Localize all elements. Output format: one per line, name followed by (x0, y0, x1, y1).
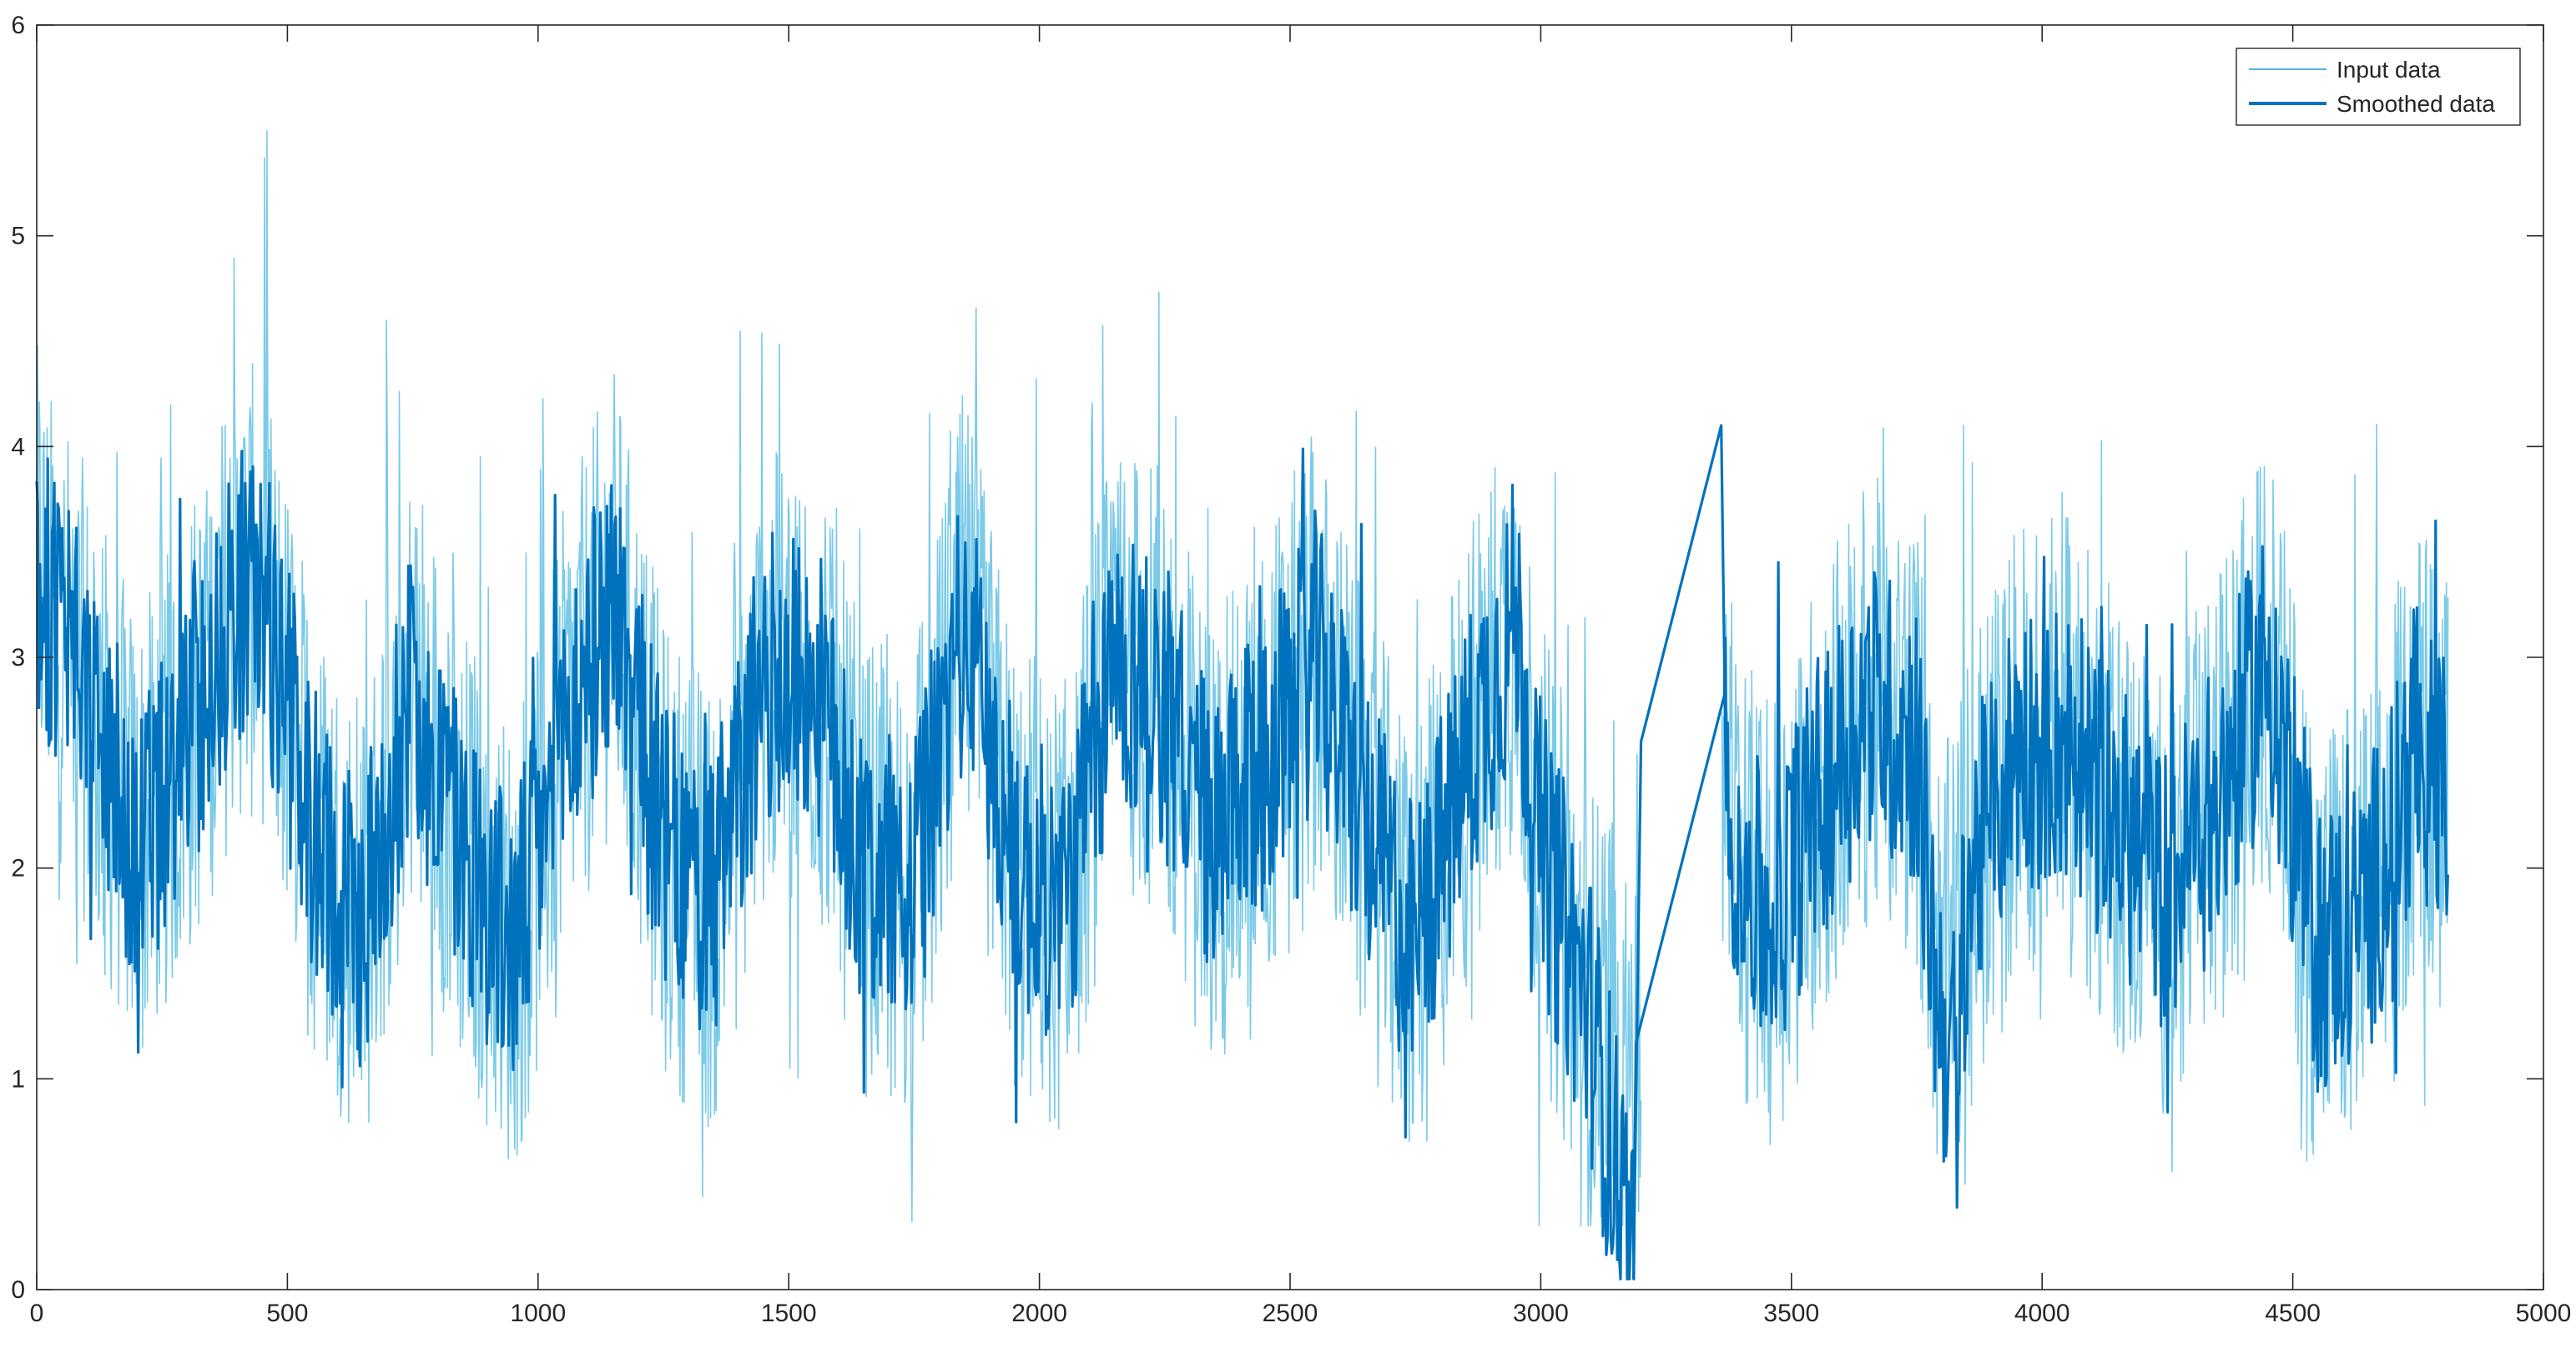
x-tick-label: 2500 (1263, 1300, 1318, 1327)
axis-ticks (36, 24, 2544, 1290)
x-tick-label: 4500 (2265, 1300, 2321, 1327)
smoothed-data-line (35, 447, 2449, 1280)
legend: Input data Smoothed data (2236, 48, 2521, 126)
y-tick-label: 2 (11, 855, 25, 883)
y-tick-label: 0 (11, 1276, 25, 1304)
x-tick-label: 2000 (1011, 1300, 1067, 1327)
x-axis-tick-labels: 0 500 1000 1500 2000 2500 3000 3500 4000 4500 5000 (30, 1300, 2572, 1327)
y-tick-label: 1 (11, 1065, 25, 1093)
y-tick-label: 5 (11, 223, 25, 250)
y-tick-label: 3 (11, 644, 25, 671)
x-tick-label: 4000 (2014, 1300, 2070, 1327)
legend-label-smoothed-data: Smoothed data (2337, 91, 2495, 117)
smoothed-data-series (35, 424, 2449, 1280)
legend-label-input-data: Input data (2337, 57, 2441, 83)
x-tick-label: 500 (266, 1300, 308, 1327)
x-tick-label: 5000 (2516, 1300, 2572, 1327)
legend-box (2236, 48, 2521, 126)
y-tick-label: 4 (11, 433, 25, 460)
x-tick-label: 1500 (761, 1300, 817, 1327)
x-tick-label: 1000 (510, 1300, 566, 1327)
x-tick-label: 3500 (1763, 1300, 1819, 1327)
smoothed-data-gap-segment (1631, 424, 1728, 1280)
x-tick-label: 3000 (1513, 1300, 1569, 1327)
y-tick-label: 6 (11, 12, 25, 39)
x-tick-label: 0 (30, 1300, 44, 1327)
y-axis-tick-labels: 0 1 2 3 4 5 6 (11, 12, 25, 1304)
